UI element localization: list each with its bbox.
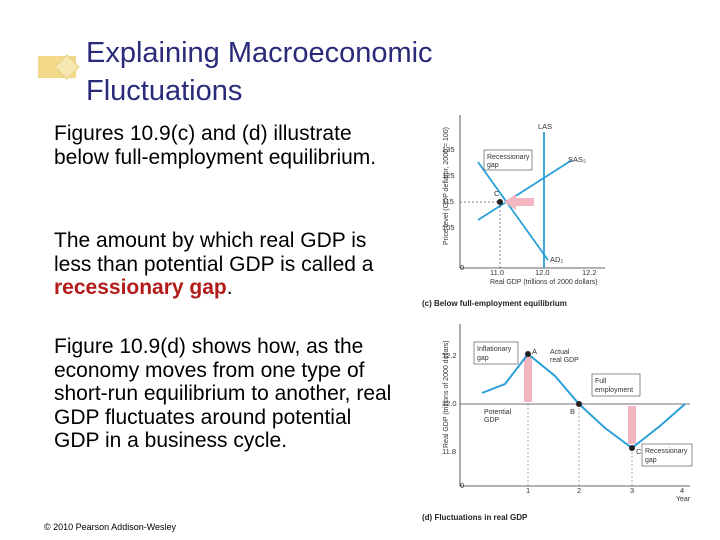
fig-c-gap-box [483,149,533,171]
fig-d-ylabel: Real GDP (trillions of 2000 dollars) [443,340,450,448]
fig-c-origin: 0 [460,263,464,272]
fig-c-gap-arrow [504,194,534,210]
fig-d-recess-text-2: gap [645,457,657,464]
fig-c-gap-text-2: gap [487,162,499,169]
recessionary-gap-term: recessionary gap [54,276,227,299]
fig-c-gap-text-1: Recessionary [487,154,530,161]
fig-d-inflationary-bar [524,356,532,402]
fig-d-potential-text-2: GDP [484,417,500,424]
fig-c-ytick: 115 [442,197,454,206]
fig-d-origin: 0 [460,481,464,490]
fig-c-xlabel: Real GDP (trillions of 2000 dollars) [490,279,598,286]
fig-c-ytick: 125 [442,171,455,180]
fig-d-actual-text-1: Actual [550,349,570,356]
paragraph-2-text: The amount by which real GDP is less tha… [54,229,374,276]
paragraph-3: Figure 10.9(d) shows how, as the economy… [54,335,392,452]
fig-c-ad-label: AD₂ [550,255,563,264]
fig-c-xtick: 11.0 [490,268,504,277]
fig-d-recess-box [641,443,693,467]
fig-d-xlabel: Year [676,496,691,503]
fig-d-point-c [629,445,635,451]
fig-c-xtick: 12.2 [582,268,597,277]
paragraph-2-end: . [226,276,233,299]
paragraph-1: Figures 10.9(c) and (d) illustrate below… [54,122,377,169]
copyright-footer: © 2010 Pearson Addison-Wesley [44,522,177,532]
slide-title: Explaining Macroeconomic Fluctuations [86,34,433,110]
fig-c-ytick: 105 [442,223,455,232]
fig-d-actual-gdp-curve [481,352,686,450]
fig-d-recessionary-bar [628,406,636,444]
fig-c-ytick: 135 [442,145,455,154]
slide-title-line-2: Fluctuations [86,75,243,107]
fig-d-full-text-2: employment [595,387,633,394]
fig-d-inflationary-text-2: gap [477,355,489,362]
fig-d-ytick: 11.8 [442,447,456,456]
fig-d-point-a-label: A [532,347,537,356]
fig-c-point-c [497,199,503,205]
fig-d-full-box [591,373,641,397]
fig-d-potential-text-1: Potential [484,409,512,416]
fig-c-sas-label: SAS₂ [568,155,586,164]
figure-d: Real GDP (trillions of 2000 dollars) 12.… [422,324,693,522]
fig-c-ylabel: Price level (GDP deflator, 2000 = 100) [443,127,450,245]
fig-d-xtick: 3 [630,486,634,495]
fig-d-point-c-label: C [636,447,642,456]
fig-d-ytick: 12.2 [442,351,457,360]
fig-d-caption: (d) Fluctuations in real GDP [422,513,528,522]
fig-d-point-a [525,351,531,357]
fig-c-ad-curve [477,161,549,261]
fig-d-point-b [576,401,582,407]
fig-d-point-b-label: B [570,407,575,416]
paragraph-2: The amount by which real GDP is less tha… [54,229,399,300]
fig-c-las-label: LAS [538,122,552,131]
fig-d-inflationary-box [473,341,519,365]
slide-title-line-1: Explaining Macroeconomic [86,37,433,69]
fig-d-inflationary-text-1: Inflationary [477,346,512,353]
figure-c: Price level (GDP deflator, 2000 = 100) 1… [422,115,605,308]
fig-d-full-text-1: Full [595,378,607,385]
fig-d-actual-text-2: real GDP [550,357,579,364]
fig-c-sas-curve [477,159,573,221]
fig-d-ytick: 12.0 [442,399,457,408]
fig-c-xtick: 12.0 [535,268,550,277]
fig-c-point-label: C [494,189,500,198]
fig-d-xtick: 4 [680,486,684,495]
fig-d-recess-text-1: Recessionary [645,448,688,455]
fig-d-xtick: 2 [577,486,581,495]
fig-d-xtick: 1 [526,486,530,495]
fig-c-caption: (c) Below full-employment equilibrium [422,299,567,308]
